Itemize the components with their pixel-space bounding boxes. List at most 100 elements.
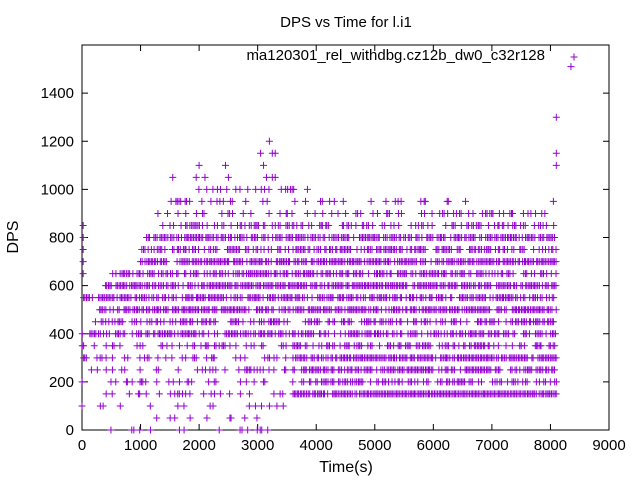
data-point bbox=[136, 426, 144, 434]
data-point bbox=[162, 258, 170, 266]
data-point bbox=[108, 366, 116, 374]
data-point bbox=[200, 209, 208, 217]
data-point bbox=[468, 378, 476, 386]
data-point bbox=[537, 342, 545, 350]
legend: ma120301_rel_withdbg.cz12b_dw0_c32r128 bbox=[246, 47, 578, 64]
outlier-point bbox=[271, 149, 279, 157]
outlier-point bbox=[397, 197, 405, 205]
data-point bbox=[245, 402, 253, 410]
data-point bbox=[421, 197, 429, 205]
data-point bbox=[121, 330, 129, 338]
data-point bbox=[269, 306, 277, 314]
data-point bbox=[494, 342, 502, 350]
data-point bbox=[552, 306, 560, 314]
data-point bbox=[532, 209, 540, 217]
data-point bbox=[382, 197, 390, 205]
outlier-point bbox=[552, 113, 560, 121]
outlier-point bbox=[79, 234, 87, 241]
data-point bbox=[124, 354, 132, 362]
data-point bbox=[265, 185, 273, 193]
data-point bbox=[551, 342, 559, 350]
outlier-point bbox=[567, 63, 575, 71]
data-point bbox=[154, 366, 162, 374]
data-point bbox=[211, 318, 219, 326]
data-point bbox=[204, 330, 212, 338]
data-point bbox=[421, 246, 429, 254]
data-point bbox=[520, 246, 528, 254]
data-point bbox=[154, 209, 162, 217]
data-point bbox=[542, 221, 550, 229]
data-point bbox=[303, 342, 311, 350]
y-tick-label: 600 bbox=[49, 278, 74, 295]
data-point bbox=[78, 330, 86, 338]
data-point bbox=[552, 270, 560, 278]
data-point bbox=[270, 390, 278, 398]
data-point bbox=[265, 402, 273, 410]
data-point bbox=[174, 366, 182, 374]
data-point bbox=[397, 318, 405, 326]
data-point bbox=[429, 366, 437, 374]
outlier-point bbox=[303, 185, 311, 193]
data-point bbox=[346, 246, 354, 254]
outlier-point bbox=[265, 137, 273, 145]
data-point bbox=[457, 318, 465, 326]
data-point bbox=[502, 342, 510, 350]
data-point bbox=[207, 197, 215, 205]
data-point bbox=[161, 246, 169, 254]
data-point bbox=[108, 390, 116, 398]
y-axis-label: DPS bbox=[5, 221, 22, 254]
data-point bbox=[107, 426, 115, 434]
data-point bbox=[180, 426, 188, 434]
data-point bbox=[244, 185, 252, 193]
data-point bbox=[147, 426, 155, 434]
data-point bbox=[502, 306, 510, 314]
data-point bbox=[172, 294, 180, 302]
data-point bbox=[283, 318, 291, 326]
data-point bbox=[325, 221, 333, 229]
data-point bbox=[153, 378, 161, 386]
data-point bbox=[191, 342, 199, 350]
data-point bbox=[171, 414, 179, 422]
y-tick-label: 1200 bbox=[41, 133, 74, 150]
data-point bbox=[303, 209, 311, 217]
data-point bbox=[78, 402, 86, 410]
data-point bbox=[251, 402, 259, 410]
data-point bbox=[210, 390, 218, 398]
outlier-point bbox=[552, 161, 560, 169]
data-point bbox=[448, 294, 456, 302]
data-point bbox=[315, 318, 323, 326]
data-point bbox=[442, 221, 450, 229]
data-point bbox=[418, 330, 426, 338]
data-point bbox=[192, 209, 200, 217]
data-point bbox=[450, 366, 458, 374]
data-point bbox=[93, 366, 101, 374]
data-point bbox=[195, 185, 203, 193]
data-point bbox=[267, 246, 275, 254]
data-point bbox=[523, 378, 531, 386]
data-point bbox=[78, 378, 86, 386]
y-tick-label: 400 bbox=[49, 326, 74, 343]
data-point bbox=[328, 209, 336, 217]
data-point bbox=[368, 342, 376, 350]
data-point bbox=[552, 378, 560, 386]
x-tick-label: 1000 bbox=[124, 437, 157, 454]
y-axis-ticks: 0 200 400 600 800 1000 1200 1400 bbox=[41, 85, 609, 439]
data-point bbox=[550, 221, 558, 229]
outlier-point bbox=[79, 246, 87, 254]
data-point bbox=[428, 209, 436, 217]
data-point bbox=[228, 209, 236, 217]
data-point bbox=[484, 221, 492, 229]
data-point bbox=[155, 390, 163, 398]
data-point bbox=[426, 342, 434, 350]
data-point bbox=[334, 209, 342, 217]
data-point bbox=[358, 342, 366, 350]
data-point bbox=[232, 342, 240, 350]
data-point bbox=[121, 366, 129, 374]
data-point bbox=[82, 354, 90, 362]
outlier-point bbox=[169, 173, 177, 181]
data-point bbox=[169, 378, 177, 386]
outlier-point bbox=[549, 197, 557, 205]
data-point bbox=[145, 354, 153, 362]
data-point bbox=[469, 209, 477, 217]
